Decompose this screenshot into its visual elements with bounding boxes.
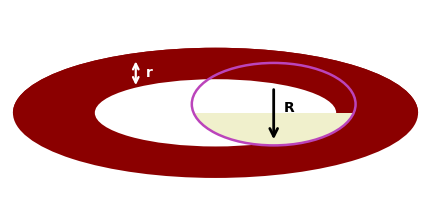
Text: R: R [283, 102, 294, 115]
Ellipse shape [13, 48, 417, 178]
Ellipse shape [95, 79, 335, 146]
Polygon shape [194, 63, 352, 94]
Text: r: r [145, 66, 152, 80]
Ellipse shape [13, 48, 417, 178]
Circle shape [191, 63, 355, 145]
Ellipse shape [95, 79, 335, 146]
